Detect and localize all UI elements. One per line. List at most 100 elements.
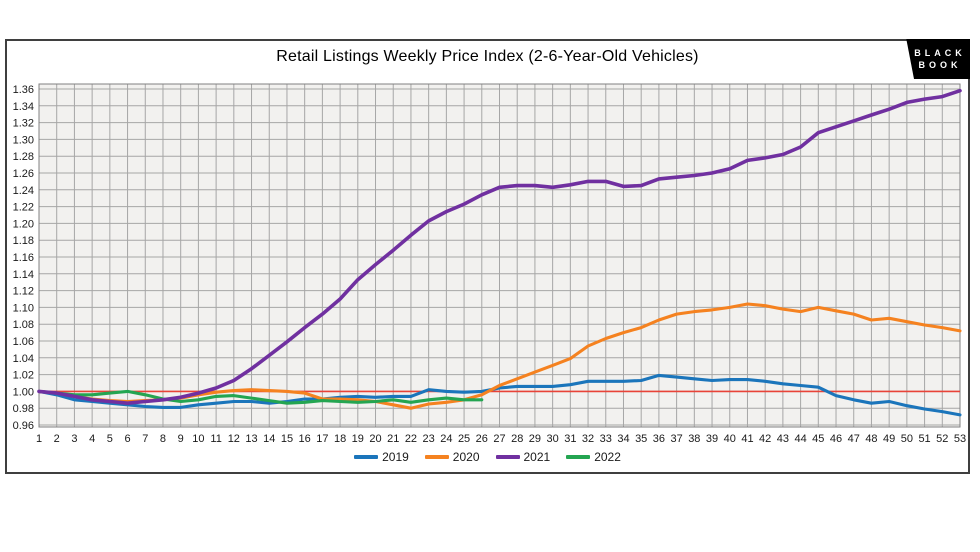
x-axis-labels: 1 2 3 4 5 6 7 8 9 10 11 12 13 14 15 16 17 18 19 20 21 22 23 24 2… [36, 433, 966, 445]
svg-text:36: 36 [653, 433, 665, 445]
svg-text:38: 38 [688, 433, 700, 445]
legend-swatch-2020 [424, 455, 449, 459]
svg-text:47: 47 [848, 433, 860, 445]
y-axis-labels: 0.96 0.98 1.00 1.02 1.04 1.06 1.08 1.10 1.12 1.14… [13, 84, 34, 432]
svg-text:1.36: 1.36 [13, 84, 34, 96]
svg-text:2: 2 [54, 433, 60, 445]
series-line-2022 [37, 389, 484, 405]
legend-item-2021: 2021 [495, 450, 551, 464]
svg-text:16: 16 [299, 433, 311, 445]
legend-label-2021: 2021 [523, 450, 551, 464]
svg-text:18: 18 [334, 433, 346, 445]
page-title: Retail Listings Weekly Price Index (2-6-… [276, 48, 699, 65]
svg-text:37: 37 [670, 433, 682, 445]
svg-text:11: 11 [210, 433, 221, 445]
svg-text:0.98: 0.98 [13, 403, 34, 415]
svg-text:25: 25 [458, 433, 470, 445]
svg-text:12: 12 [228, 433, 240, 445]
svg-text:14: 14 [263, 433, 275, 445]
svg-text:24: 24 [440, 433, 452, 445]
svg-text:1.22: 1.22 [13, 202, 34, 214]
svg-text:1.16: 1.16 [13, 252, 34, 264]
legend-label-2020: 2020 [452, 450, 480, 464]
svg-text:27: 27 [493, 433, 505, 445]
svg-text:17: 17 [316, 433, 328, 445]
svg-text:32: 32 [582, 433, 594, 445]
svg-text:1.02: 1.02 [13, 370, 34, 382]
svg-text:1.04: 1.04 [13, 353, 34, 365]
svg-text:48: 48 [865, 433, 877, 445]
legend-item-2022: 2022 [566, 450, 621, 464]
logo-line-1: BLACK [914, 48, 966, 58]
svg-text:1.24: 1.24 [13, 185, 34, 197]
svg-text:1.30: 1.30 [13, 134, 34, 146]
svg-text:35: 35 [635, 433, 647, 445]
svg-text:0.96: 0.96 [13, 420, 34, 432]
svg-text:1.20: 1.20 [13, 218, 34, 230]
chart-legend: 2019 2020 2021 2022 [7, 450, 968, 464]
svg-text:1.08: 1.08 [13, 319, 34, 331]
svg-text:6: 6 [124, 433, 130, 445]
plot-frame [38, 83, 961, 428]
svg-text:3: 3 [71, 433, 77, 445]
series-line-2021 [37, 88, 962, 406]
svg-text:1.12: 1.12 [13, 286, 34, 298]
legend-label-2022: 2022 [594, 450, 621, 464]
svg-text:49: 49 [883, 433, 895, 445]
svg-text:5: 5 [107, 433, 113, 445]
legend-swatch-2022 [566, 455, 591, 459]
svg-text:15: 15 [281, 433, 293, 445]
svg-text:23: 23 [423, 433, 435, 445]
svg-text:42: 42 [759, 433, 771, 445]
svg-text:22: 22 [405, 433, 417, 445]
legend-item-2020: 2020 [424, 450, 480, 464]
svg-text:1.32: 1.32 [13, 118, 34, 130]
svg-text:30: 30 [547, 433, 559, 445]
svg-text:1.00: 1.00 [13, 386, 34, 398]
svg-text:19: 19 [352, 433, 364, 445]
blackbook-logo: BLACK BOOK [906, 39, 970, 79]
svg-text:1: 1 [36, 433, 42, 445]
svg-text:10: 10 [192, 433, 204, 445]
svg-text:7: 7 [142, 433, 148, 445]
svg-text:8: 8 [160, 433, 166, 445]
svg-text:51: 51 [918, 433, 930, 445]
legend-swatch-2019 [354, 455, 379, 459]
svg-text:21: 21 [387, 433, 399, 445]
svg-text:29: 29 [529, 433, 541, 445]
svg-text:41: 41 [741, 433, 753, 445]
svg-text:1.34: 1.34 [13, 101, 34, 113]
svg-text:1.06: 1.06 [13, 336, 34, 348]
svg-text:20: 20 [369, 433, 381, 445]
svg-text:40: 40 [724, 433, 736, 445]
svg-text:53: 53 [954, 433, 966, 445]
svg-text:13: 13 [245, 433, 257, 445]
vertical-gridlines [38, 84, 961, 427]
svg-text:26: 26 [476, 433, 488, 445]
svg-text:31: 31 [564, 433, 576, 445]
svg-text:9: 9 [178, 433, 184, 445]
svg-text:50: 50 [901, 433, 913, 445]
chart-card: 0.96 0.98 1.00 1.02 1.04 1.06 1.08 1.10 1.12 1.14… [5, 39, 970, 474]
svg-text:1.14: 1.14 [13, 269, 34, 281]
svg-text:4: 4 [89, 433, 95, 445]
svg-text:1.28: 1.28 [13, 151, 34, 163]
svg-text:1.10: 1.10 [13, 302, 34, 314]
legend-swatch-2021 [495, 455, 520, 459]
svg-text:52: 52 [936, 433, 948, 445]
price-index-chart: 0.96 0.98 1.00 1.02 1.04 1.06 1.08 1.10 1.12 1.14… [13, 83, 966, 445]
svg-text:45: 45 [812, 433, 824, 445]
svg-text:1.18: 1.18 [13, 235, 34, 247]
horizontal-gridlines [39, 88, 960, 426]
series-line-2019 [37, 373, 962, 417]
legend-item-2019: 2019 [354, 450, 409, 464]
logo-line-2: BOOK [918, 60, 962, 70]
legend-label-2019: 2019 [382, 450, 409, 464]
svg-text:39: 39 [706, 433, 718, 445]
svg-text:33: 33 [600, 433, 612, 445]
svg-text:28: 28 [511, 433, 523, 445]
svg-text:46: 46 [830, 433, 842, 445]
svg-text:43: 43 [777, 433, 789, 445]
svg-text:1.26: 1.26 [13, 168, 34, 180]
